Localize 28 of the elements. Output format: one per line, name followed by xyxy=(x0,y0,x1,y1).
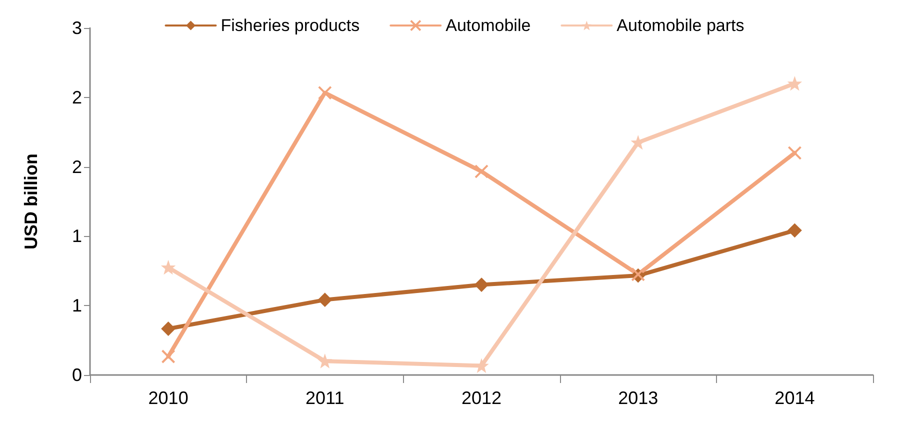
point xyxy=(474,164,488,178)
y-tick-label: 2 xyxy=(72,156,82,177)
point xyxy=(318,292,332,307)
point xyxy=(788,223,802,238)
point xyxy=(162,260,175,274)
legend-label: Fisheries products xyxy=(220,16,360,35)
x-tick-label: 2010 xyxy=(148,388,188,408)
x-tick-label: 2014 xyxy=(774,388,815,408)
point xyxy=(474,278,488,292)
point xyxy=(632,136,645,150)
point xyxy=(318,354,332,368)
y-tick-label: 0 xyxy=(72,365,82,385)
point xyxy=(161,322,176,336)
point xyxy=(475,359,488,372)
point xyxy=(318,86,332,100)
point xyxy=(161,349,176,364)
y-tick-label: 2 xyxy=(72,87,82,108)
legend-label: Automobile parts xyxy=(616,16,744,35)
point xyxy=(788,77,802,90)
x-tick-label: 2011 xyxy=(306,388,344,408)
y-axis-title: USD billion xyxy=(21,154,41,250)
x-tick-label: 2012 xyxy=(461,388,502,408)
y-tick-label: 1 xyxy=(72,296,82,316)
point xyxy=(788,146,802,160)
x-tick-label: 2013 xyxy=(618,388,658,408)
legend-label: Automobile xyxy=(446,16,531,35)
y-tick-label: 3 xyxy=(72,18,82,38)
y-tick-label: 1 xyxy=(72,226,82,246)
